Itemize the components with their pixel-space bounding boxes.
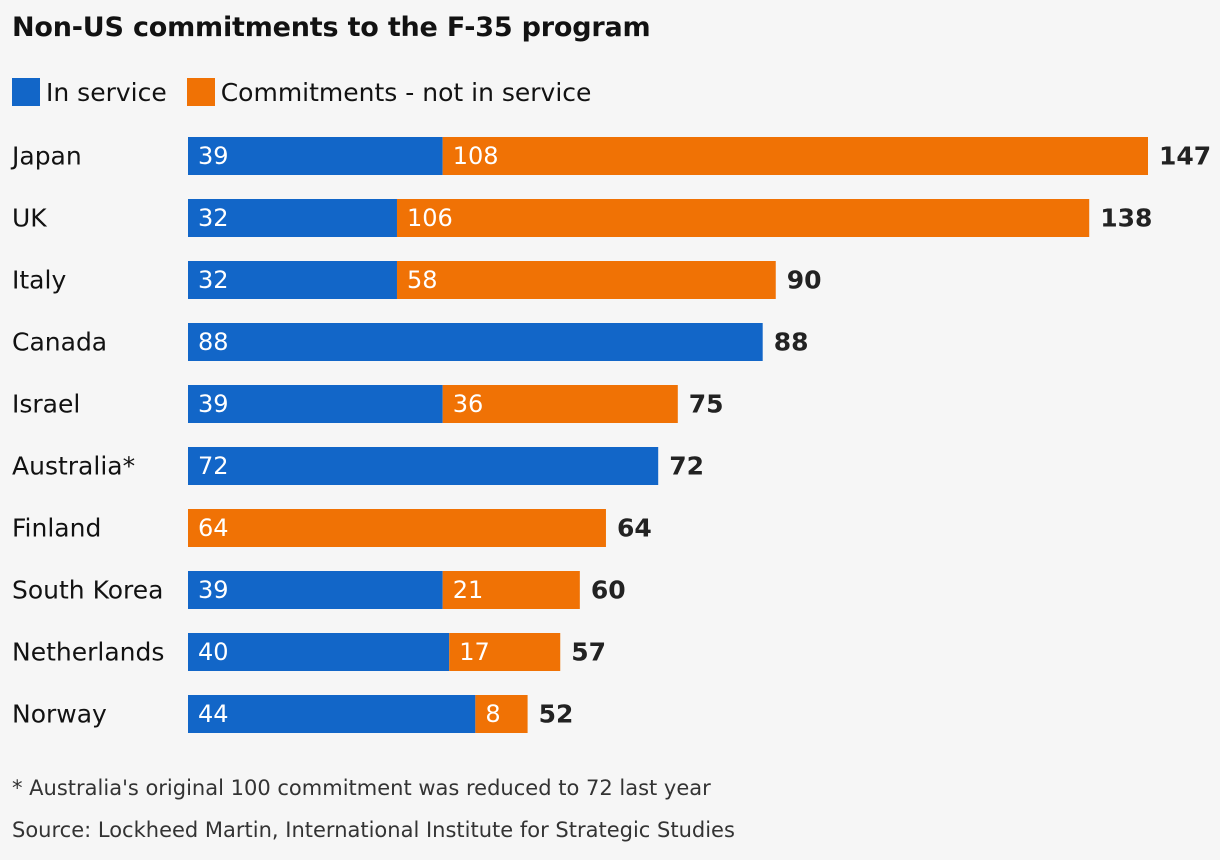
total-label-italy: 90	[787, 266, 822, 295]
bar-label-japan-not-in-service: 108	[453, 142, 499, 170]
bar-japan-not-in-service	[442, 137, 1149, 175]
bar-label-israel-in-service: 39	[198, 390, 229, 418]
category-label-norway: Norway	[12, 700, 107, 729]
bar-australia-in-service	[188, 447, 659, 485]
bar-chart: Japan 39 108 147 UK 32 106 138 Italy 32 58 90 Canada…	[10, 137, 1211, 733]
total-label-australia: 72	[669, 452, 704, 481]
bar-japan-in-service	[188, 137, 443, 175]
bar-south-korea-in-service	[188, 571, 443, 609]
bar-norway-in-service	[188, 695, 476, 733]
bar-uk-in-service	[188, 199, 397, 237]
bar-label-uk-not-in-service: 106	[407, 204, 453, 232]
bar-south-korea-not-in-service	[442, 571, 580, 609]
legend-item-in-service: In service	[12, 78, 167, 107]
chart-legend: In service Commitments - not in service	[12, 76, 611, 108]
category-label-italy: Italy	[12, 266, 66, 295]
category-label-israel: Israel	[12, 390, 80, 419]
total-label-norway: 52	[539, 700, 574, 729]
chart-source: Source: Lockheed Martin, International I…	[12, 818, 735, 842]
total-label-finland: 64	[617, 514, 652, 543]
bar-finland-not-in-service	[188, 509, 606, 547]
bar-israel-not-in-service	[442, 385, 678, 423]
bar-label-uk-in-service: 32	[198, 204, 229, 232]
bar-label-japan-in-service: 39	[198, 142, 229, 170]
bar-label-italy-in-service: 32	[198, 266, 229, 294]
category-label-south-korea: South Korea	[12, 576, 163, 605]
bar-label-south-korea-not-in-service: 21	[453, 576, 484, 604]
category-label-canada: Canada	[12, 328, 107, 357]
category-label-japan: Japan	[10, 142, 82, 171]
legend-label-not-in-service: Commitments - not in service	[220, 77, 592, 107]
total-label-canada: 88	[774, 328, 809, 357]
bar-netherlands-not-in-service	[449, 633, 561, 671]
bar-label-finland-not-in-service: 64	[198, 514, 229, 542]
chart-title: Non-US commitments to the F-35 program	[12, 12, 651, 43]
total-label-uk: 138	[1100, 204, 1152, 233]
bar-label-netherlands-not-in-service: 17	[459, 638, 490, 666]
total-label-japan: 147	[1159, 142, 1211, 171]
bar-canada-in-service	[188, 323, 763, 361]
chart-footnote: * Australia's original 100 commitment wa…	[12, 776, 711, 800]
bar-italy-in-service	[188, 261, 397, 299]
legend-label-in-service: In service	[46, 77, 167, 107]
bar-label-netherlands-in-service: 40	[198, 638, 229, 666]
legend-swatch-in-service	[12, 78, 40, 106]
category-label-finland: Finland	[12, 514, 101, 543]
total-label-south-korea: 60	[591, 576, 626, 605]
bar-label-norway-not-in-service: 8	[485, 700, 500, 728]
bar-uk-not-in-service	[396, 199, 1090, 237]
total-label-israel: 75	[689, 390, 724, 419]
bar-label-australia-in-service: 72	[198, 452, 229, 480]
bar-label-norway-in-service: 44	[198, 700, 229, 728]
legend-item-not-in-service: Commitments - not in service	[186, 77, 592, 107]
category-label-australia: Australia*	[12, 452, 135, 481]
bar-norway-not-in-service	[475, 695, 528, 733]
bar-label-israel-not-in-service: 36	[453, 390, 484, 418]
category-label-netherlands: Netherlands	[12, 638, 164, 667]
category-label-uk: UK	[12, 204, 47, 233]
bar-israel-in-service	[188, 385, 443, 423]
bar-label-italy-not-in-service: 58	[407, 266, 438, 294]
bar-label-canada-in-service: 88	[198, 328, 229, 356]
bar-label-south-korea-in-service: 39	[198, 576, 229, 604]
bar-netherlands-in-service	[188, 633, 450, 671]
bar-italy-not-in-service	[396, 261, 776, 299]
legend-swatch-not-in-service	[186, 78, 215, 106]
total-label-netherlands: 57	[571, 638, 606, 667]
